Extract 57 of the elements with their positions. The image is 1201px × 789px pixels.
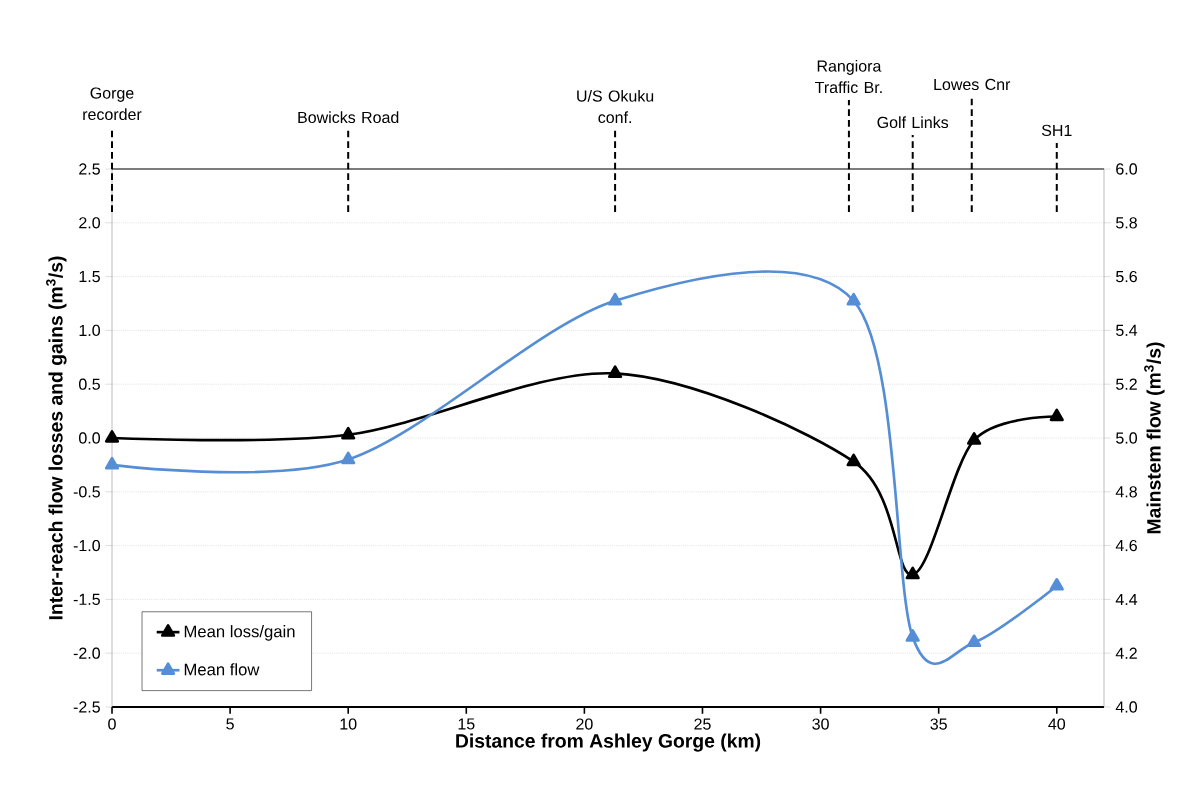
y-tick-label: -2.0 [73, 647, 101, 659]
point [341, 451, 356, 465]
point [966, 432, 982, 445]
point [104, 429, 120, 443]
x-tick-label: 5 [226, 718, 234, 730]
point [607, 292, 623, 306]
ref-line-label: SH1 [1041, 124, 1072, 137]
x-tick-label: 0 [108, 718, 116, 730]
y2-tick-label: 4.2 [1115, 647, 1137, 659]
y2-tick-label: 4.8 [1115, 486, 1137, 498]
x-tick-label: 30 [812, 718, 829, 730]
point [846, 453, 861, 467]
y-tick-label: 0.0 [79, 432, 101, 444]
point [104, 456, 120, 470]
y-tick-label: -2.5 [73, 701, 100, 713]
y-tick-label: 1.5 [79, 271, 100, 283]
y2-tick-label: 5.0 [1116, 432, 1138, 444]
y-tick-label: -0.5 [73, 486, 100, 498]
x-tick-label: 10 [340, 718, 357, 730]
y-tick-label: 2.5 [79, 163, 100, 175]
ref-line-label: Bowicks Road [298, 111, 399, 124]
legend-label: Mean loss/gain [184, 625, 295, 641]
point [846, 292, 861, 306]
y-axis-title: Inter-reach flow losses and gains (m$^{3}$/s) [46, 256, 67, 620]
y2-tick-label: 5.4 [1116, 324, 1138, 336]
y2-tick-label: 6.0 [1116, 163, 1138, 175]
y-tick-label: -1.0 [73, 539, 101, 552]
legend-label: Mean flow [184, 663, 260, 676]
y2-tick-label: 5.6 [1116, 270, 1137, 283]
y2-tick-label: 4.6 [1115, 539, 1137, 552]
point [341, 426, 356, 440]
y-tick-label: 2.0 [79, 217, 101, 229]
point [1049, 408, 1064, 422]
y-tick-label: -1.5 [73, 593, 100, 605]
x-tick-label: 40 [1048, 718, 1066, 730]
point [1049, 577, 1064, 591]
ref-line-label: U/S Okuku conf. [577, 89, 654, 124]
ref-line-label: Golf Links [877, 116, 949, 129]
y-tick-label: 1.0 [79, 324, 101, 337]
y2-tick-label: 4.4 [1115, 593, 1138, 605]
y-tick-label: 0.5 [79, 378, 100, 390]
point [905, 566, 920, 580]
y2-axis-title: Mainstem flow (m$^{3}$/s) [1144, 342, 1165, 534]
point [607, 365, 623, 379]
ref-line-label: Rangiora Traffic Br. [815, 59, 882, 94]
x-tick-label: 35 [930, 718, 947, 730]
point [905, 629, 920, 642]
x-tick-label: 15 [458, 718, 475, 730]
x-tick-label: 20 [576, 718, 593, 730]
x-axis-title: Distance from Ashley Gorge (km) [456, 733, 761, 752]
y2-tick-label: 5.2 [1116, 378, 1137, 390]
y2-tick-label: 4.0 [1115, 701, 1138, 713]
ref-line-label: Gorge recorder [83, 87, 142, 121]
x-tick-label: 25 [694, 718, 711, 730]
ref-line-label: Lowes Cnr [934, 78, 1011, 91]
point [966, 634, 982, 648]
y2-tick-label: 5.8 [1116, 217, 1137, 229]
